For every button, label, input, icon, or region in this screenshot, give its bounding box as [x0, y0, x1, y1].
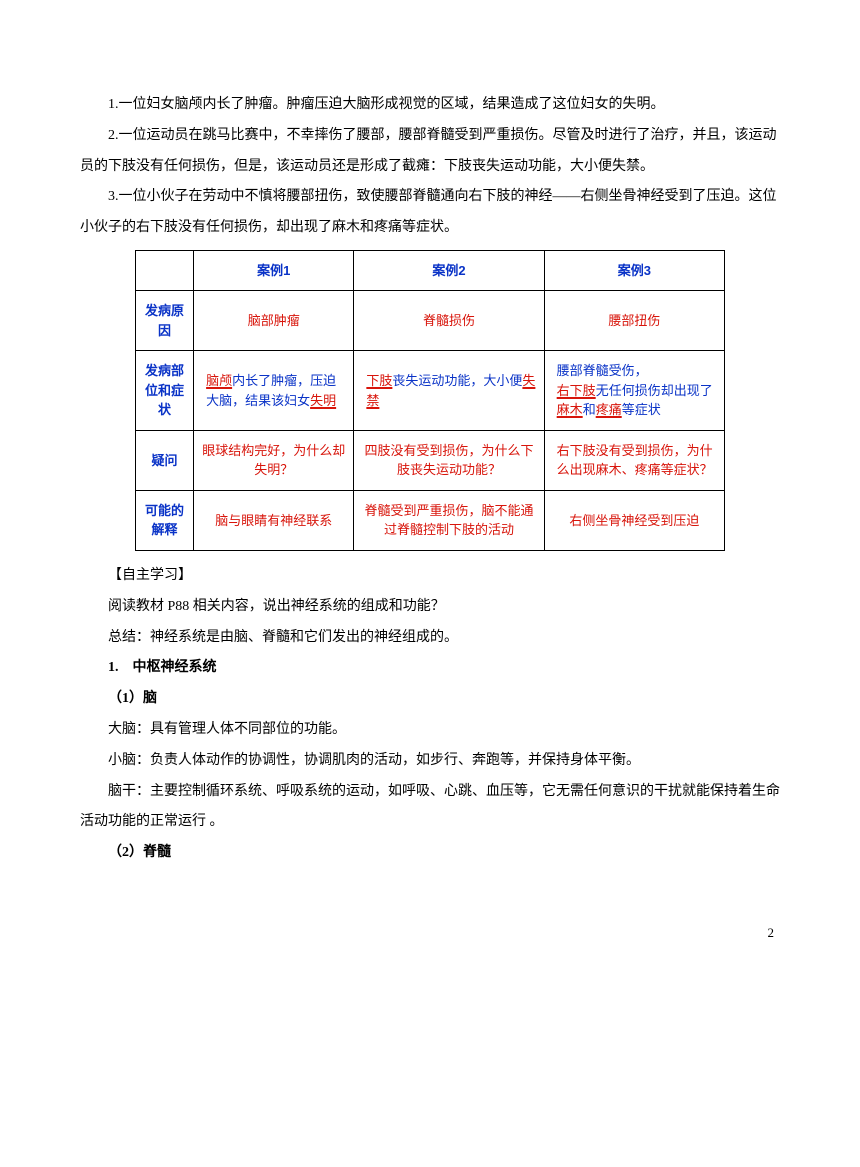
heading-brain: （1）脑: [80, 684, 780, 715]
case-table-container: 案例1 案例2 案例3 发病原因 脑部肿瘤 脊髓损伤 腰部扭伤 发病部位和症状 …: [80, 250, 780, 551]
section-self-study: 【自主学习】: [80, 561, 780, 592]
heading-spinal: （2）脊髓: [80, 838, 780, 869]
section-summary: 总结：神经系统是由脑、脊髓和它们发出的神经组成的。: [80, 623, 780, 654]
cell-cause-3: 腰部扭伤: [544, 291, 724, 351]
header-case1: 案例1: [194, 250, 354, 291]
para-brainstem: 脑干：主要控制循环系统、呼吸系统的运动，如呼吸、心跳、血压等，它无需任何意识的干…: [80, 777, 780, 839]
row-cause-label: 发病原因: [136, 291, 194, 351]
row-symptom: 发病部位和症状 脑颅内长了肿瘤，压迫大脑，结果该妇女失明 下肢丧失运动功能，大小…: [136, 351, 725, 431]
paragraph-2: 2.一位运动员在跳马比赛中，不幸摔伤了腰部，腰部脊髓受到严重损伤。尽管及时进行了…: [80, 121, 780, 183]
header-blank: [136, 250, 194, 291]
row-cause: 发病原因 脑部肿瘤 脊髓损伤 腰部扭伤: [136, 291, 725, 351]
header-case3: 案例3: [544, 250, 724, 291]
cell-symptom-2: 下肢丧失运动功能，大小便失禁: [354, 351, 544, 431]
cell-answer-1: 脑与眼睛有神经联系: [194, 490, 354, 550]
cell-question-1: 眼球结构完好，为什么却失明？: [194, 430, 354, 490]
cell-symptom-3: 腰部脊髓受伤， 右下肢无任何损伤却出现了麻木和疼痛等症状: [544, 351, 724, 431]
row-question: 疑问 眼球结构完好，为什么却失明？ 四肢没有受到损伤，为什么下肢丧失运动功能？ …: [136, 430, 725, 490]
row-answer: 可能的解释 脑与眼睛有神经联系 脊髓受到严重损伤，脑不能通过脊髓控制下肢的活动 …: [136, 490, 725, 550]
paragraph-1: 1.一位妇女脑颅内长了肿瘤。肿瘤压迫大脑形成视觉的区域，结果造成了这位妇女的失明…: [80, 90, 780, 121]
cell-question-3: 右下肢没有受到损伤，为什么出现麻木、疼痛等症状？: [544, 430, 724, 490]
section-reading: 阅读教材 P88 相关内容，说出神经系统的组成和功能？: [80, 592, 780, 623]
cell-answer-2: 脊髓受到严重损伤，脑不能通过脊髓控制下肢的活动: [354, 490, 544, 550]
paragraph-3: 3.一位小伙子在劳动中不慎将腰部扭伤，致使腰部脊髓通向右下肢的神经——右侧坐骨神…: [80, 182, 780, 244]
row-symptom-label: 发病部位和症状: [136, 351, 194, 431]
cell-answer-3: 右侧坐骨神经受到压迫: [544, 490, 724, 550]
cell-symptom-1: 脑颅内长了肿瘤，压迫大脑，结果该妇女失明: [194, 351, 354, 431]
case-table: 案例1 案例2 案例3 发病原因 脑部肿瘤 脊髓损伤 腰部扭伤 发病部位和症状 …: [135, 250, 725, 551]
page-number: 2: [80, 919, 780, 948]
row-question-label: 疑问: [136, 430, 194, 490]
header-case2: 案例2: [354, 250, 544, 291]
para-cerebellum: 小脑：负责人体动作的协调性，协调肌肉的活动，如步行、奔跑等，并保持身体平衡。: [80, 746, 780, 777]
heading-cns: 1. 中枢神经系统: [80, 653, 780, 684]
para-cerebrum: 大脑：具有管理人体不同部位的功能。: [80, 715, 780, 746]
table-header-row: 案例1 案例2 案例3: [136, 250, 725, 291]
row-answer-label: 可能的解释: [136, 490, 194, 550]
cell-cause-1: 脑部肿瘤: [194, 291, 354, 351]
cell-question-2: 四肢没有受到损伤，为什么下肢丧失运动功能？: [354, 430, 544, 490]
cell-cause-2: 脊髓损伤: [354, 291, 544, 351]
